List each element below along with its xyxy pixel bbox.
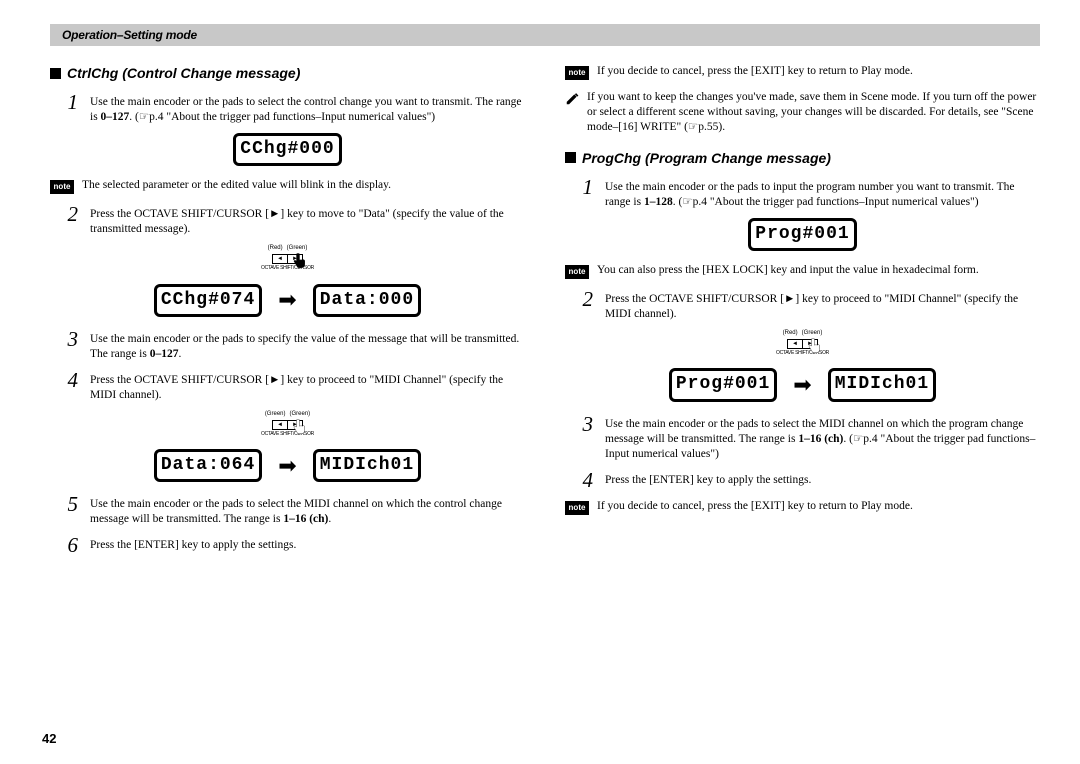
step-num: 3 [50,329,78,362]
note-text: If you decide to cancel, press the [EXIT… [597,64,1040,80]
step-4: 4 Press the [ENTER] key to apply the set… [565,470,1040,491]
step-text: Use the main encoder or the pads to sele… [605,414,1040,462]
heading-text: CtrlChg (Control Change message) [67,64,300,82]
step-text: Use the main encoder or the pads to sele… [90,92,525,125]
lcd-row-2: Prog#001 ➡ MIDIch01 [565,368,1040,401]
step-3: 3 Use the main encoder or the pads to se… [565,414,1040,462]
step-num: 1 [50,92,78,125]
oct-label-left: (Red) [783,330,798,338]
step-1: 1 Use the main encoder or the pads to in… [565,177,1040,210]
octave-diagram-1: (Red) (Green) ◄► OCTAVE SHIFT/CURSOR [50,245,525,271]
step-3: 3 Use the main encoder or the pads to sp… [50,329,525,362]
step-text: Press the [ENTER] key to apply the setti… [605,470,1040,491]
note-1: note The selected parameter or the edite… [50,178,525,194]
arrow-icon: ➡ [272,455,302,477]
tip-text: If you want to keep the changes you've m… [587,90,1040,135]
lcd-display: Data:000 [313,284,421,317]
step-text: Press the [ENTER] key to apply the setti… [90,535,525,556]
square-icon [50,68,61,79]
note-badge-icon: note [50,180,74,194]
step-5: 5 Use the main encoder or the pads to se… [50,494,525,527]
note-cancel-2: note If you decide to cancel, press the … [565,499,1040,515]
lcd-display: Prog#001 [669,368,777,401]
hand-pointer-icon [807,337,825,355]
lcd-row-1: CChg#000 [50,133,525,166]
step-text: Use the main encoder or the pads to sele… [90,494,525,527]
note-text: You can also press the [HEX LOCK] key an… [597,263,1040,279]
lcd-display: Data:064 [154,449,262,482]
heading-text: ProgChg (Program Change message) [582,149,831,167]
pencil-icon [565,92,579,106]
section-heading-ctrlchg: CtrlChg (Control Change message) [50,64,525,82]
lcd-row-1: Prog#001 [565,218,1040,251]
lcd-row-3: Data:064 ➡ MIDIch01 [50,449,525,482]
step-num: 2 [50,204,78,237]
section-heading-progchg: ProgChg (Program Change message) [565,149,1040,167]
right-column: note If you decide to cancel, press the … [565,60,1040,564]
step-text: Press the OCTAVE SHIFT/CURSOR [►] key to… [90,204,525,237]
octave-diagram-2: (Green) (Green) ◄► OCTAVE SHIFT/CURSOR [50,411,525,437]
arrow-icon: ➡ [787,374,817,396]
oct-label-left: (Green) [265,411,286,419]
step-text: Press the OCTAVE SHIFT/CURSOR [►] key to… [605,289,1040,322]
step-num: 1 [565,177,593,210]
step-num: 4 [565,470,593,491]
octave-diagram: (Red) (Green) ◄► OCTAVE SHIFT/CURSOR [565,330,1040,356]
oct-label-left: (Red) [268,245,283,253]
step-4: 4 Press the OCTAVE SHIFT/CURSOR [►] key … [50,370,525,403]
tip-save: If you want to keep the changes you've m… [565,90,1040,135]
left-column: CtrlChg (Control Change message) 1 Use t… [50,60,525,564]
step-text: Use the main encoder or the pads to inpu… [605,177,1040,210]
lcd-display: CChg#074 [154,284,262,317]
note-badge-icon: note [565,265,589,279]
step-num: 2 [565,289,593,322]
page-number: 42 [42,731,56,746]
lcd-display: Prog#001 [748,218,856,251]
step-6: 6 Press the [ENTER] key to apply the set… [50,535,525,556]
hand-pointer-icon [292,418,310,436]
note-badge-icon: note [565,66,589,80]
step-2: 2 Press the OCTAVE SHIFT/CURSOR [►] key … [50,204,525,237]
header-bar: Operation–Setting mode [50,24,1040,46]
square-icon [565,152,576,163]
step-num: 6 [50,535,78,556]
lcd-row-2: CChg#074 ➡ Data:000 [50,284,525,317]
arrow-icon: ➡ [272,289,302,311]
note-cancel: note If you decide to cancel, press the … [565,64,1040,80]
step-num: 4 [50,370,78,403]
step-num: 3 [565,414,593,462]
lcd-display: MIDIch01 [313,449,421,482]
step-text: Press the OCTAVE SHIFT/CURSOR [►] key to… [90,370,525,403]
note-hex: note You can also press the [HEX LOCK] k… [565,263,1040,279]
note-text: If you decide to cancel, press the [EXIT… [597,499,1040,515]
step-num: 5 [50,494,78,527]
step-2: 2 Press the OCTAVE SHIFT/CURSOR [►] key … [565,289,1040,322]
lcd-display: MIDIch01 [828,368,936,401]
step-text: Use the main encoder or the pads to spec… [90,329,525,362]
hand-pointer-icon [292,252,310,270]
note-badge-icon: note [565,501,589,515]
note-text: The selected parameter or the edited val… [82,178,525,194]
lcd-display: CChg#000 [233,133,341,166]
step-1: 1 Use the main encoder or the pads to se… [50,92,525,125]
